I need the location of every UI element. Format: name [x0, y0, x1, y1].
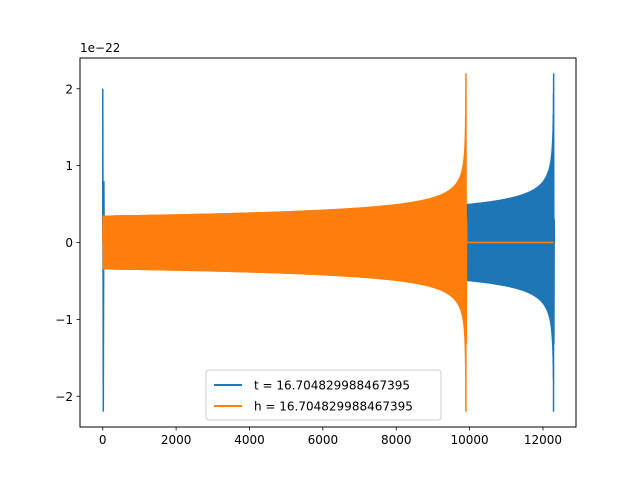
legend-box — [205, 369, 442, 421]
legend: t = 16.704829988467395 h = 16.7048299884… — [205, 369, 442, 421]
x-tick-label: 12000 — [524, 433, 562, 447]
y-tick-label: −1 — [55, 313, 73, 327]
legend-label-t: t = 16.704829988467395 — [254, 379, 410, 393]
y-tick-label: −2 — [55, 390, 73, 404]
x-tick-label: 8000 — [381, 433, 412, 447]
x-tick-label: 10000 — [451, 433, 489, 447]
series-envelope-1 — [103, 73, 466, 412]
y-tick-label: 0 — [65, 236, 73, 250]
x-tick-label: 2000 — [161, 433, 192, 447]
y-tick-label: 2 — [65, 82, 73, 96]
x-tick-label: 4000 — [234, 433, 265, 447]
x-axis: 0 2000 4000 6000 8000 10000 12000 — [99, 427, 562, 447]
y-axis: −2 −1 0 1 2 — [55, 82, 80, 404]
y-tick-label: 1 — [65, 159, 73, 173]
x-tick-label: 6000 — [308, 433, 339, 447]
series-layer — [102, 73, 556, 412]
y-offset-text: 1e−22 — [80, 41, 120, 55]
x-tick-label: 0 — [99, 433, 107, 447]
legend-label-h: h = 16.704829988467395 — [254, 400, 413, 414]
